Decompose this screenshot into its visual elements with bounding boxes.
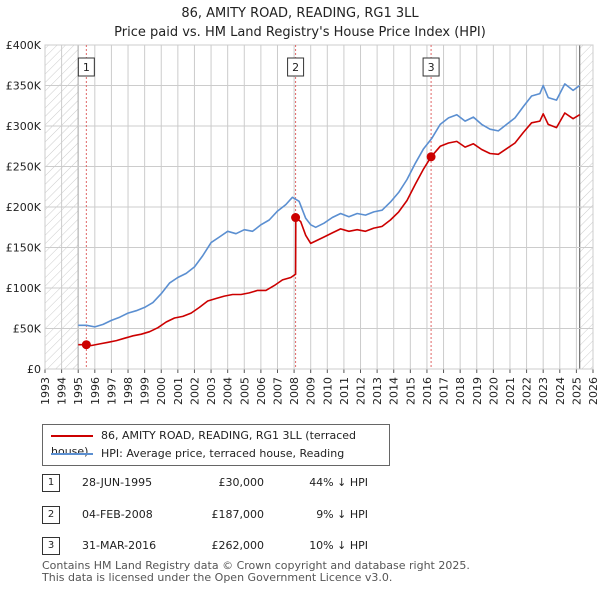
- x-tick-label: 1998: [122, 377, 135, 405]
- chart-subtitle: Price paid vs. HM Land Registry's House …: [114, 25, 486, 40]
- legend-swatch-property: [51, 435, 93, 437]
- x-tick-label: 1993: [39, 377, 52, 405]
- sale-hpi-diff: 9% ↓ HPI: [316, 508, 368, 521]
- x-tick-label: 2020: [487, 377, 500, 405]
- x-tick-label: 2001: [172, 377, 185, 405]
- x-tick-label: 2012: [355, 377, 368, 405]
- sale-hpi-diff: 10% ↓ HPI: [309, 539, 368, 552]
- sale-price: £187,000: [211, 508, 265, 521]
- sale-row: 1 28-JUN-1995 £30,000 44% ↓ HPI: [42, 474, 462, 492]
- sale-marker-label: 1: [83, 61, 90, 74]
- hpi-line: [78, 83, 581, 328]
- footer-copyright: Contains HM Land Registry data © Crown c…: [42, 559, 470, 572]
- footer-license: This data is licensed under the Open Gov…: [42, 571, 393, 584]
- footer: Contains HM Land Registry data © Crown c…: [42, 560, 470, 584]
- x-tick-label: 2003: [205, 377, 218, 405]
- x-tick-label: 2021: [504, 377, 517, 405]
- sale-number-badge: 2: [42, 506, 60, 524]
- x-tick-label: 1997: [105, 377, 118, 405]
- x-tick-label: 2000: [155, 377, 168, 405]
- x-tick-label: 2010: [321, 377, 334, 405]
- sale-date: 31-MAR-2016: [82, 539, 157, 552]
- x-tick-label: 2023: [537, 377, 550, 405]
- x-tick-label: 2013: [371, 377, 384, 405]
- x-tick-label: 2017: [438, 377, 451, 405]
- y-tick-label: £400K: [6, 39, 42, 52]
- x-tick-label: 2006: [255, 377, 268, 405]
- price-chart: £0 £50K £100K £150K £200K £250K £300K £350K £400…: [6, 39, 600, 405]
- sale-row: 3 31-MAR-2016 £262,000 10% ↓ HPI: [42, 537, 462, 555]
- x-tick-label: 2008: [288, 377, 301, 405]
- x-tick-label: 2015: [404, 377, 417, 405]
- x-tick-label: 2019: [471, 377, 484, 405]
- x-tick-label: 2025: [570, 377, 583, 405]
- legend-item-property: 86, AMITY ROAD, READING, RG1 3LL (terrac…: [51, 428, 389, 458]
- sale-price: £262,000: [211, 539, 265, 552]
- y-tick-label: £100K: [6, 282, 42, 295]
- sale-marker-label: 2: [292, 61, 299, 74]
- x-tick-label: 1994: [56, 377, 69, 405]
- sale-date: 28-JUN-1995: [82, 476, 153, 489]
- y-tick-label: £250K: [6, 161, 42, 174]
- y-tick-label: £200K: [6, 201, 42, 214]
- chart-title: 86, AMITY ROAD, READING, RG1 3LL: [181, 6, 419, 21]
- sale-date: 04-FEB-2008: [82, 508, 153, 521]
- legend-label-hpi: HPI: Average price, terraced house, Read…: [101, 447, 345, 460]
- x-tick-label: 2018: [454, 377, 467, 405]
- x-tick-label: 2024: [554, 377, 567, 405]
- x-tick-label: 2022: [521, 377, 534, 405]
- sale-price: £30,000: [218, 476, 265, 489]
- legend-item-hpi: HPI: Average price, terraced house, Read…: [51, 446, 344, 462]
- legend-swatch-hpi: [51, 453, 93, 455]
- sale-marker-box: [77, 57, 95, 77]
- sale-point: [291, 213, 301, 223]
- sale-marker-label: 3: [428, 61, 435, 74]
- y-tick-label: £0: [27, 363, 41, 376]
- sale-marker-box: [287, 57, 305, 77]
- x-tick-label: 2004: [222, 377, 235, 405]
- x-tick-label: 2009: [305, 377, 318, 405]
- x-tick-label: 2016: [421, 377, 434, 405]
- sale-row: 2 04-FEB-2008 £187,000 9% ↓ HPI: [42, 506, 462, 524]
- sale-point: [81, 340, 91, 350]
- legend: 86, AMITY ROAD, READING, RG1 3LL (terrac…: [42, 424, 390, 466]
- x-tick-label: 1995: [72, 377, 85, 405]
- chart-title-block: 86, AMITY ROAD, READING, RG1 3LL Price p…: [0, 4, 600, 42]
- sale-hpi-diff: 44% ↓ HPI: [309, 476, 368, 489]
- x-tick-label: 2026: [587, 377, 600, 405]
- x-tick-label: 1999: [139, 377, 152, 405]
- y-tick-label: £350K: [6, 80, 42, 93]
- property-price-line: [78, 112, 581, 347]
- y-tick-label: £150K: [6, 242, 42, 255]
- y-tick-label: £50K: [13, 323, 42, 336]
- x-tick-label: 2011: [338, 377, 351, 405]
- x-tick-label: 2014: [388, 377, 401, 405]
- sale-marker-box: [422, 57, 440, 77]
- x-tick-label: 2005: [238, 377, 251, 405]
- x-tick-label: 1996: [89, 377, 102, 405]
- y-tick-label: £300K: [6, 120, 42, 133]
- sale-number-badge: 1: [42, 474, 60, 492]
- x-tick-label: 2007: [271, 377, 284, 405]
- sale-point: [426, 152, 436, 162]
- x-tick-label: 2002: [188, 377, 201, 405]
- plot-border: [44, 44, 594, 370]
- sale-number-badge: 3: [42, 537, 60, 555]
